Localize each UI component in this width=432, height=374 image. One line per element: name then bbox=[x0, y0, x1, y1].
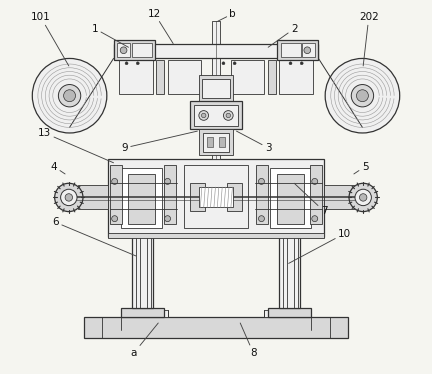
Circle shape bbox=[32, 58, 107, 133]
Bar bbox=[190, 101, 242, 129]
Text: 13: 13 bbox=[38, 128, 114, 163]
Bar bbox=[119, 60, 152, 94]
Text: 3: 3 bbox=[236, 131, 271, 153]
Circle shape bbox=[55, 183, 83, 212]
Bar bbox=[231, 60, 264, 94]
Bar bbox=[164, 165, 176, 224]
Text: 2: 2 bbox=[268, 24, 298, 47]
Circle shape bbox=[289, 62, 292, 65]
Bar bbox=[256, 165, 268, 224]
Circle shape bbox=[201, 113, 206, 118]
Circle shape bbox=[65, 194, 73, 201]
Circle shape bbox=[355, 189, 372, 206]
Bar bbox=[132, 43, 152, 57]
Text: 202: 202 bbox=[359, 12, 378, 66]
Bar bbox=[121, 168, 162, 228]
Bar bbox=[212, 21, 220, 159]
Circle shape bbox=[64, 90, 76, 102]
Bar bbox=[277, 174, 304, 224]
Circle shape bbox=[312, 216, 318, 222]
Circle shape bbox=[349, 183, 377, 212]
Circle shape bbox=[165, 178, 171, 184]
Bar bbox=[114, 40, 155, 60]
Bar bbox=[277, 40, 318, 60]
Text: 5: 5 bbox=[354, 162, 368, 174]
Circle shape bbox=[222, 62, 225, 65]
Bar bbox=[324, 185, 354, 209]
Circle shape bbox=[226, 113, 231, 118]
Circle shape bbox=[58, 85, 81, 107]
Bar bbox=[219, 137, 225, 147]
Bar bbox=[156, 60, 164, 94]
Circle shape bbox=[136, 62, 139, 65]
Circle shape bbox=[325, 58, 400, 133]
Bar bbox=[227, 183, 242, 211]
Circle shape bbox=[111, 178, 118, 184]
Bar bbox=[268, 308, 311, 318]
Circle shape bbox=[125, 62, 128, 65]
Bar bbox=[121, 308, 164, 318]
Text: 8: 8 bbox=[240, 323, 257, 358]
Text: 10: 10 bbox=[289, 229, 351, 263]
Text: 1: 1 bbox=[92, 24, 128, 47]
Bar bbox=[108, 159, 324, 237]
Text: a: a bbox=[131, 323, 158, 358]
Bar bbox=[207, 137, 213, 147]
Bar bbox=[310, 165, 322, 224]
Bar bbox=[264, 310, 302, 318]
Circle shape bbox=[60, 189, 77, 206]
Circle shape bbox=[258, 178, 264, 184]
Text: 9: 9 bbox=[121, 131, 197, 153]
Circle shape bbox=[300, 62, 303, 65]
Circle shape bbox=[233, 62, 236, 65]
Circle shape bbox=[165, 216, 171, 222]
Bar bbox=[128, 174, 155, 224]
Bar bbox=[78, 185, 108, 209]
Circle shape bbox=[312, 178, 318, 184]
Bar bbox=[132, 237, 152, 308]
Bar bbox=[168, 60, 201, 94]
Bar bbox=[110, 165, 122, 224]
Bar bbox=[199, 129, 233, 155]
Bar bbox=[268, 60, 276, 94]
Circle shape bbox=[120, 47, 127, 53]
Bar bbox=[194, 105, 238, 126]
Text: 101: 101 bbox=[31, 12, 69, 66]
Circle shape bbox=[199, 111, 209, 120]
Bar bbox=[280, 60, 313, 94]
Bar bbox=[190, 183, 205, 211]
Circle shape bbox=[359, 194, 367, 201]
Text: 6: 6 bbox=[52, 217, 136, 256]
Bar bbox=[270, 168, 311, 228]
Text: 7: 7 bbox=[294, 183, 327, 216]
Circle shape bbox=[223, 111, 233, 120]
Bar bbox=[117, 43, 130, 57]
Bar bbox=[114, 43, 318, 58]
Circle shape bbox=[258, 216, 264, 222]
Circle shape bbox=[304, 47, 311, 53]
Circle shape bbox=[111, 216, 118, 222]
Bar bbox=[202, 79, 230, 98]
Circle shape bbox=[356, 90, 368, 102]
Bar bbox=[280, 237, 300, 308]
Bar bbox=[108, 233, 324, 238]
Bar bbox=[130, 310, 168, 318]
Bar bbox=[199, 75, 233, 101]
Text: b: b bbox=[218, 9, 236, 21]
Text: 12: 12 bbox=[148, 9, 173, 43]
Bar bbox=[203, 133, 229, 151]
Text: 4: 4 bbox=[51, 162, 65, 174]
Bar bbox=[281, 43, 302, 57]
Bar bbox=[302, 43, 315, 57]
Bar bbox=[199, 187, 233, 208]
Circle shape bbox=[351, 85, 374, 107]
Bar bbox=[84, 318, 348, 338]
Bar bbox=[184, 165, 248, 228]
